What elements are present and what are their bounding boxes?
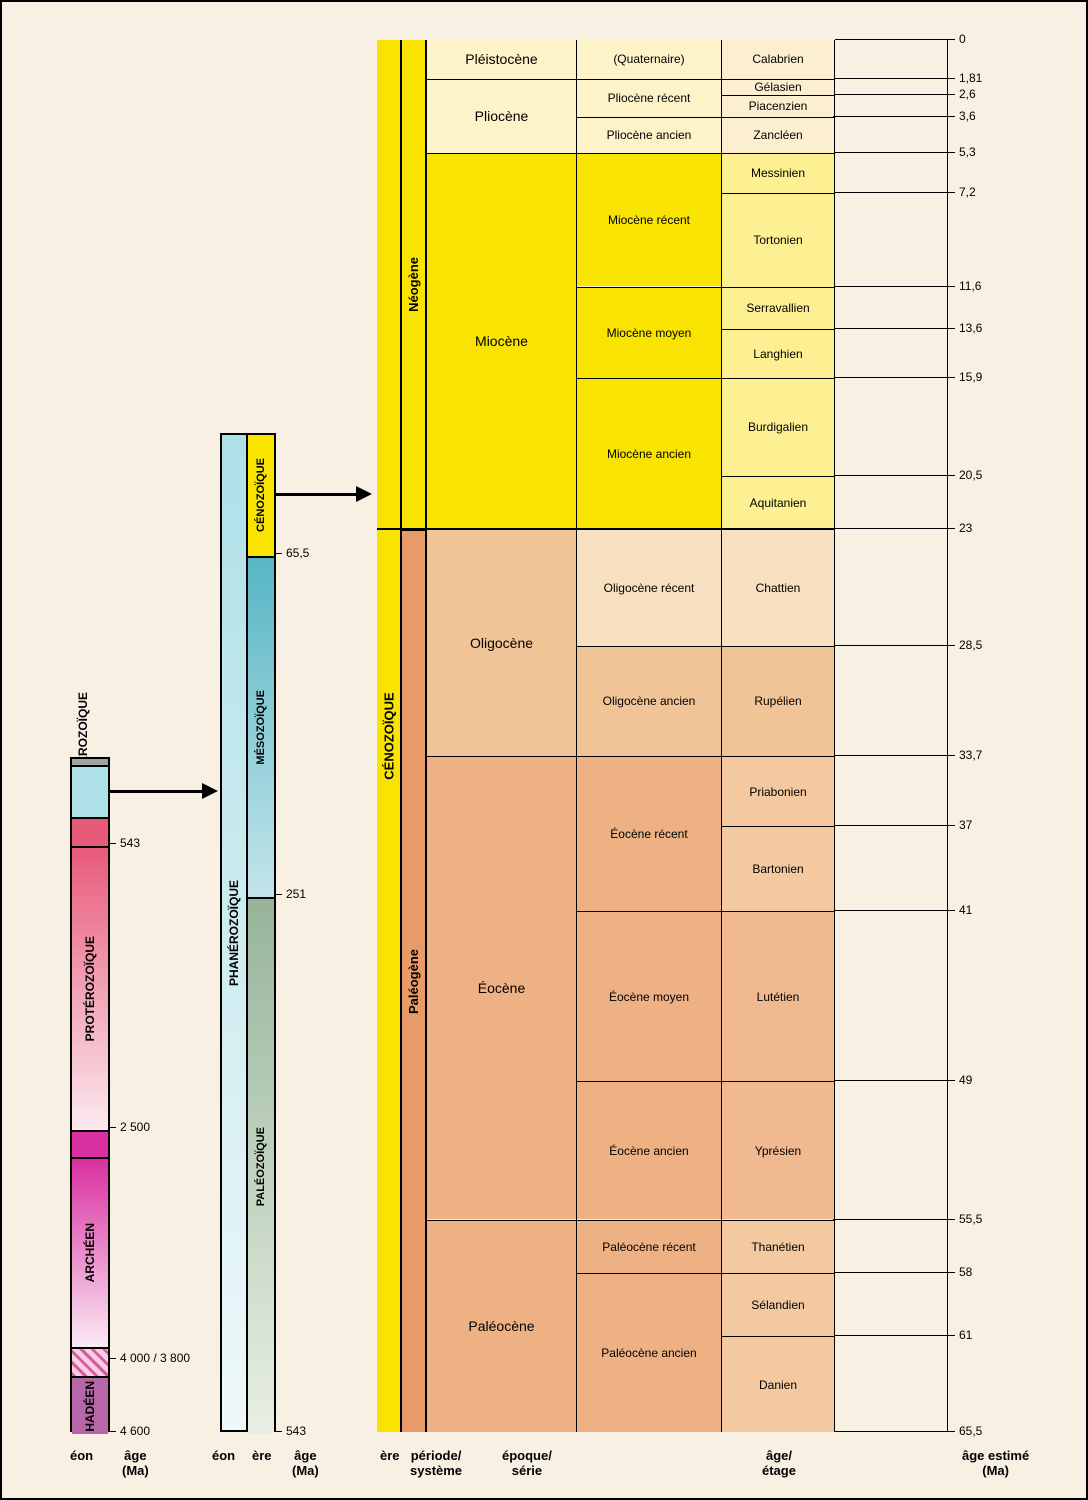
col3-serie-6: Oligocène récent: [577, 529, 721, 646]
col3-serie-10: Éocène ancien: [577, 1081, 721, 1219]
col1-eon: PROTÉROZOÏQUE ARCHÉEN HADÉEN: [70, 765, 110, 1432]
col3-serie-2: Pliocène ancien: [577, 117, 721, 153]
col1-seg-4: ARCHÉEN: [72, 1157, 108, 1347]
col3-serie-0: (Quaternaire): [577, 40, 721, 79]
col3-serie-4: Miocène moyen: [577, 287, 721, 378]
col3-epoch-3: Oligocène: [427, 529, 576, 756]
geologic-timescale: PHANÉROZOÏQUEPROTÉROZOÏQUEARCHÉENHADÉEN5…: [0, 0, 1088, 1500]
col3-stage-6: Serravallien: [722, 287, 834, 330]
col3-stage-10: Chattien: [722, 529, 834, 646]
col3-stage-0: Calabrien: [722, 40, 834, 79]
col3-serie-5: Miocène ancien: [577, 378, 721, 529]
col2-eon: PHANÉROZOÏQUE: [220, 433, 248, 1432]
col3-stage-9: Aquitanien: [722, 476, 834, 529]
col2-era-1: MÉSOZOÏQUE: [248, 556, 274, 897]
col1-seg-6: HADÉEN: [72, 1376, 108, 1434]
col3-stage-7: Langhien: [722, 329, 834, 378]
col3-epoch: PléistocènePliocèneMiocèneOligocèneÉocèn…: [427, 40, 577, 1432]
col1-seg-2: PROTÉROZOÏQUE: [72, 846, 108, 1130]
col3-stage-12: Priabonien: [722, 756, 834, 826]
col3-serie-11: Paléocène récent: [577, 1220, 721, 1273]
col3-serie-8: Éocène récent: [577, 756, 721, 911]
col3-stage-18: Danien: [722, 1336, 834, 1432]
col3-stage: CalabrienGélasienPiacenzienZancléenMessi…: [722, 40, 835, 1432]
col3-epoch-2: Miocène: [427, 153, 576, 529]
col3-serie-3: Miocène récent: [577, 153, 721, 287]
arrow-2: [276, 493, 358, 496]
col3-serie-7: Oligocène ancien: [577, 646, 721, 757]
col3-epoch-5: Paléocène: [427, 1220, 576, 1433]
col3-stage-2: Piacenzien: [722, 95, 834, 116]
col3-stage-8: Burdigalien: [722, 378, 834, 476]
col3-stage-3: Zancléen: [722, 117, 834, 153]
col3-stage-11: Rupélien: [722, 646, 834, 757]
col3-epoch-4: Éocène: [427, 756, 576, 1219]
col3-serie-12: Paléocène ancien: [577, 1273, 721, 1432]
col3-stage-15: Yprésien: [722, 1081, 834, 1219]
col3-serie: (Quaternaire)Pliocène récentPliocène anc…: [577, 40, 722, 1432]
col3-serie-9: Éocène moyen: [577, 911, 721, 1081]
col1-seg-1: [72, 817, 108, 846]
arrow-1: [110, 790, 204, 793]
col3-stage-5: Tortonien: [722, 193, 834, 287]
col3-epoch-0: Pléistocène: [427, 40, 576, 79]
col3-stage-13: Bartonien: [722, 826, 834, 911]
col1-seg-3: [72, 1130, 108, 1158]
col2-era-2: PALÉOZOÏQUE: [248, 897, 274, 1434]
col3-serie-1: Pliocène récent: [577, 79, 721, 117]
col3-era: CÉNOZOÏQUE: [377, 40, 402, 1432]
col3-stage-14: Lutétien: [722, 911, 834, 1081]
col2-era-0: CÉNOZOÏQUE: [248, 435, 274, 556]
col3-period: NéogènePaléogène: [402, 40, 427, 1432]
col3-stage-4: Messinien: [722, 153, 834, 193]
col1-seg-0: [72, 767, 108, 817]
col1-seg-5: [72, 1347, 108, 1376]
col3-stage-16: Thanétien: [722, 1220, 834, 1273]
col3-stage-1: Gélasien: [722, 79, 834, 96]
col3-stage-17: Sélandien: [722, 1273, 834, 1337]
col2-era: CÉNOZOÏQUEMÉSOZOÏQUEPALÉOZOÏQUE: [248, 433, 276, 1432]
col3-epoch-1: Pliocène: [427, 79, 576, 153]
